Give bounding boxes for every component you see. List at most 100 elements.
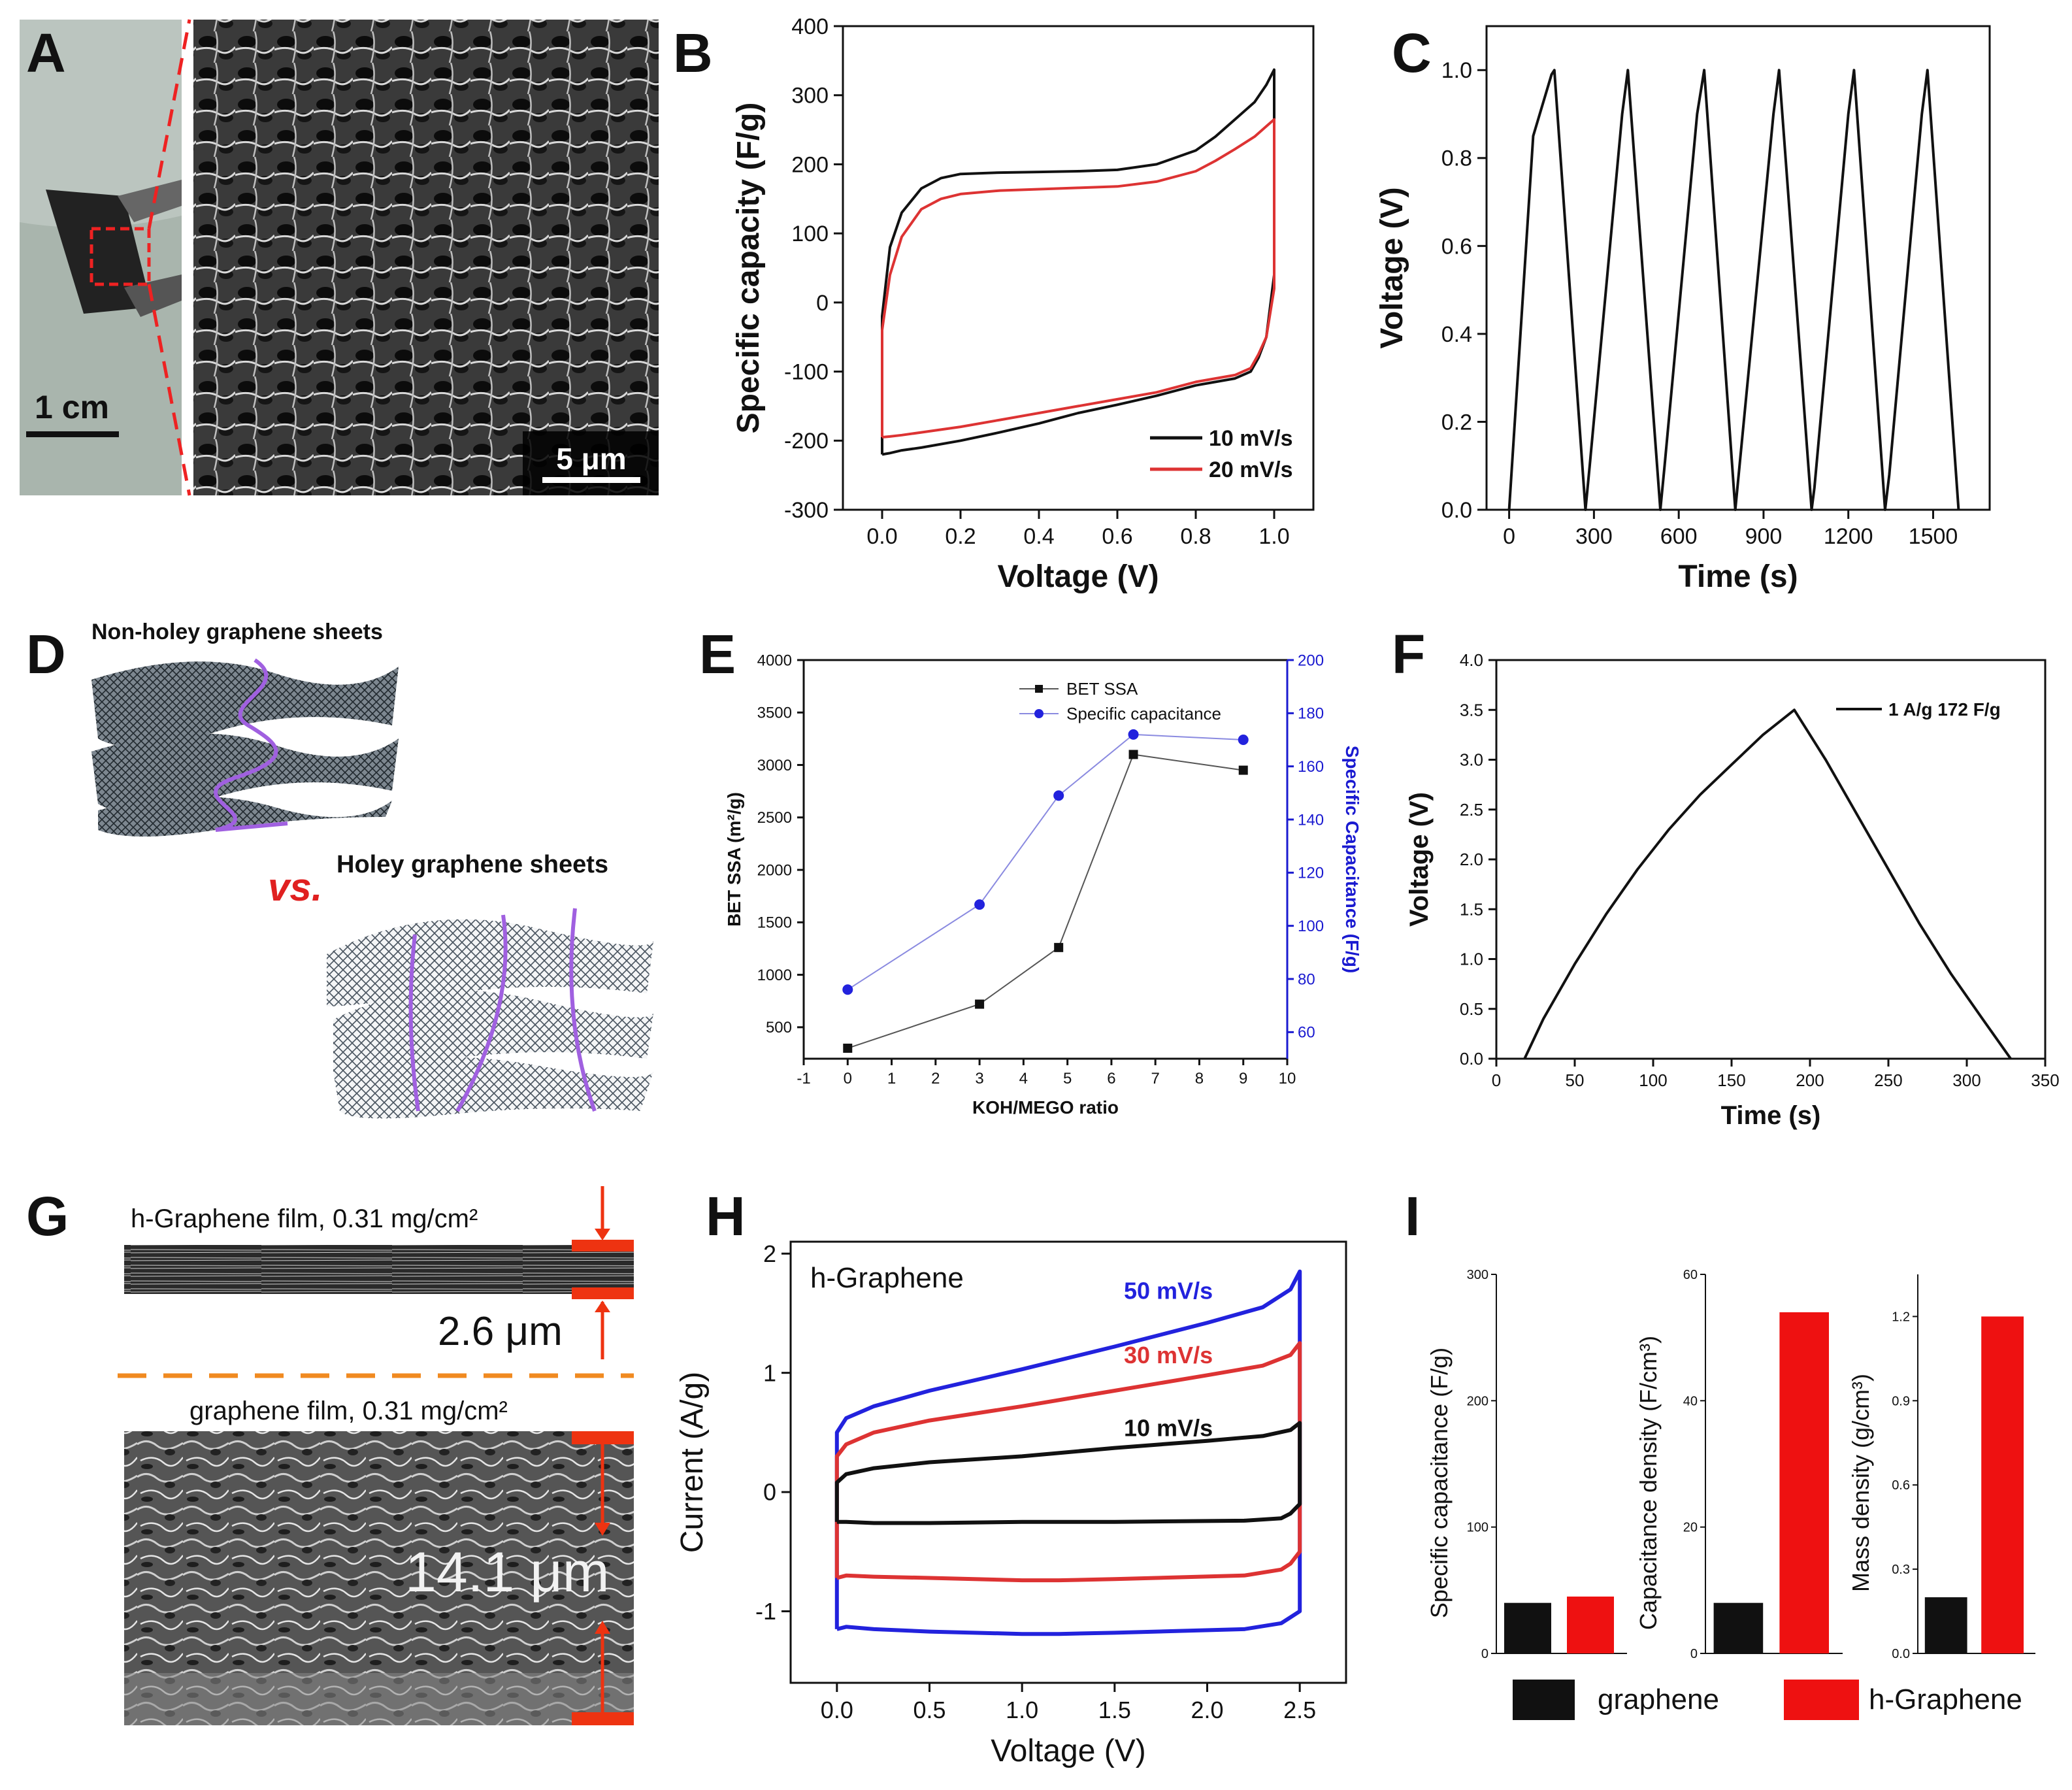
scale-label-right: 5 μm [556,442,626,476]
y2-tick-label: 160 [1298,758,1324,776]
x-axis-label: Time (s) [1678,559,1798,594]
y-tick-label: -200 [784,429,829,454]
x-tick-label: 200 [1796,1070,1824,1090]
x-tick-label: 150 [1717,1070,1745,1090]
charts-layer: 0.0 0.2 0.4 0.6 0.8 1.0-300-200-1000100200300… [675,14,2059,1768]
legend-swatch-graphene [1513,1680,1575,1720]
panel-letter-g: G [26,1185,69,1247]
series-line-bet-ssa [847,754,1243,1049]
y-tick-label: 200 [791,152,829,177]
panel-letter-d: D [26,623,66,685]
x-axis-label: Voltage (V) [991,1734,1145,1768]
series-label: 50 mV/s [1124,1278,1213,1304]
x-tick-label: 0.5 [913,1697,946,1723]
sem-image [193,20,659,495]
x-axis-label: KOH/MEGO ratio [972,1097,1119,1118]
data-point-bet [1238,765,1248,775]
y-axis-label: Specific capacity (F/g) [731,103,766,434]
x-tick-label: 250 [1874,1070,1902,1090]
sheet-holey-3 [333,1057,653,1119]
y-tick-label: 0 [1690,1647,1698,1661]
series-label: 10 mV/s [1124,1414,1213,1441]
bar-h-graphene [1567,1597,1614,1653]
y2-tick-label: 140 [1298,811,1324,829]
x-tick-label: 1.0 [1006,1697,1038,1723]
chart-h: 0.0 0.5 1.0 1.5 2.0 2.5 -1 0 1 2 Voltage (V) Curren… [675,1240,1347,1768]
y-tick-label: 0 [816,291,829,316]
zoom-box [90,227,151,286]
data-point-bet [1054,942,1064,952]
panel-letter-b: B [673,22,713,84]
legend-swatch-h-graphene [1784,1680,1859,1720]
bar-graphene [1924,1597,1967,1653]
y-tick-label: 1500 [757,914,792,932]
series-line-gcd [1507,69,1960,511]
y-tick-label: 2 [763,1240,776,1267]
zoom-line-top [147,19,191,229]
y-tick-label: 0.2 [1441,410,1472,435]
y-tick-label: 200 [1467,1394,1488,1408]
panel-letters: A B C D E F G H I [26,22,1432,1247]
y-tick-label: 0.3 [1892,1563,1910,1577]
series-line-specific-capacitance [847,733,1243,991]
y-tick-label: -300 [784,498,829,523]
x-tick-label: 300 [1575,524,1613,549]
y2-tick-label: 120 [1298,865,1324,882]
x-tick-label: 6 [1107,1070,1115,1087]
y-tick-label: 4000 [757,652,792,669]
x-tick-label: 350 [2031,1070,2059,1090]
x-axis-label: Voltage (V) [997,559,1159,594]
y-tick-label: 1.0 [1460,950,1483,969]
y-tick-label: 0.0 [1441,498,1472,523]
bar-h-graphene [1981,1316,2024,1653]
series-line-20-mv-s [881,118,1275,439]
x-tick-label: 900 [1745,524,1783,549]
y2-tick-label: 180 [1298,705,1324,723]
g-bottom-label: graphene film, 0.31 mg/cm² [189,1397,508,1425]
panel-letter-h: H [706,1185,746,1247]
legend-marker [1034,709,1044,718]
y-axis-label: Current (A/g) [675,1372,710,1553]
data-point-capacitance [1128,729,1139,740]
sheet-non-holey-3 [98,796,392,837]
data-point-capacitance [974,899,985,910]
y-axis-label: Voltage (V) [1405,792,1434,927]
y-axis-label: Capacitance density (F/cm³) [1635,1336,1662,1630]
plot-frame [789,1240,1347,1684]
panel-letter-a: A [26,22,66,84]
chart-f: 0 50 100 150 200 250 300 350 0.0 0.5 1.0 1.5 2.0 2.5 3… [1405,650,2059,1130]
legend-label-graphene: graphene [1598,1683,1719,1715]
y-axis-label: BET SSA (m²/g) [724,792,744,927]
vs-label: vs. [268,865,322,909]
x-tick-label: 0.0 [821,1697,853,1723]
y-tick-label: 300 [1467,1268,1488,1282]
x-tick-label: 1200 [1824,524,1873,549]
x-tick-label: 0.6 [1102,524,1132,549]
x-tick-label: 0 [1503,524,1515,549]
y-tick-label: 0 [763,1479,776,1506]
x-tick-label: 100 [1639,1070,1667,1090]
bar-h-graphene [1779,1312,1829,1653]
x-tick-label: 8 [1195,1070,1204,1087]
legend-label: BET SSA [1066,679,1138,699]
chart-i: 0 100 200 300 Specific capacitance (F/g) 0 20 4… [1426,1268,2035,1720]
plot-frame [1485,25,1991,511]
y2-tick-label: 100 [1298,918,1324,935]
y-tick-label: 3.0 [1460,750,1483,770]
legend-label: 10 mV/s [1209,426,1293,451]
chart-b: 0.0 0.2 0.4 0.6 0.8 1.0 -300 -200 -100 0 100 200 300… [731,14,1315,594]
y-tick-label: 1.0 [1441,58,1472,83]
y-axis-label: Specific capacitance (F/g) [1426,1348,1453,1618]
legend-label: 20 mV/s [1209,457,1293,482]
plot-frame [842,25,1315,511]
clamp-top [118,180,182,222]
scale-label-left: 1 cm [35,389,109,425]
x-tick-label: 0 [1492,1070,1501,1090]
g-bottom-thickness: 14.1 μm [405,1541,609,1604]
x-tick-label: 0.4 [1023,524,1054,549]
ion-path-tortuous [214,658,288,832]
y-tick-label: 0.0 [1892,1647,1910,1661]
film-h-graphene [124,1245,634,1294]
g-top-thickness: 2.6 μm [438,1309,563,1354]
plot-frame [1495,659,2047,1060]
